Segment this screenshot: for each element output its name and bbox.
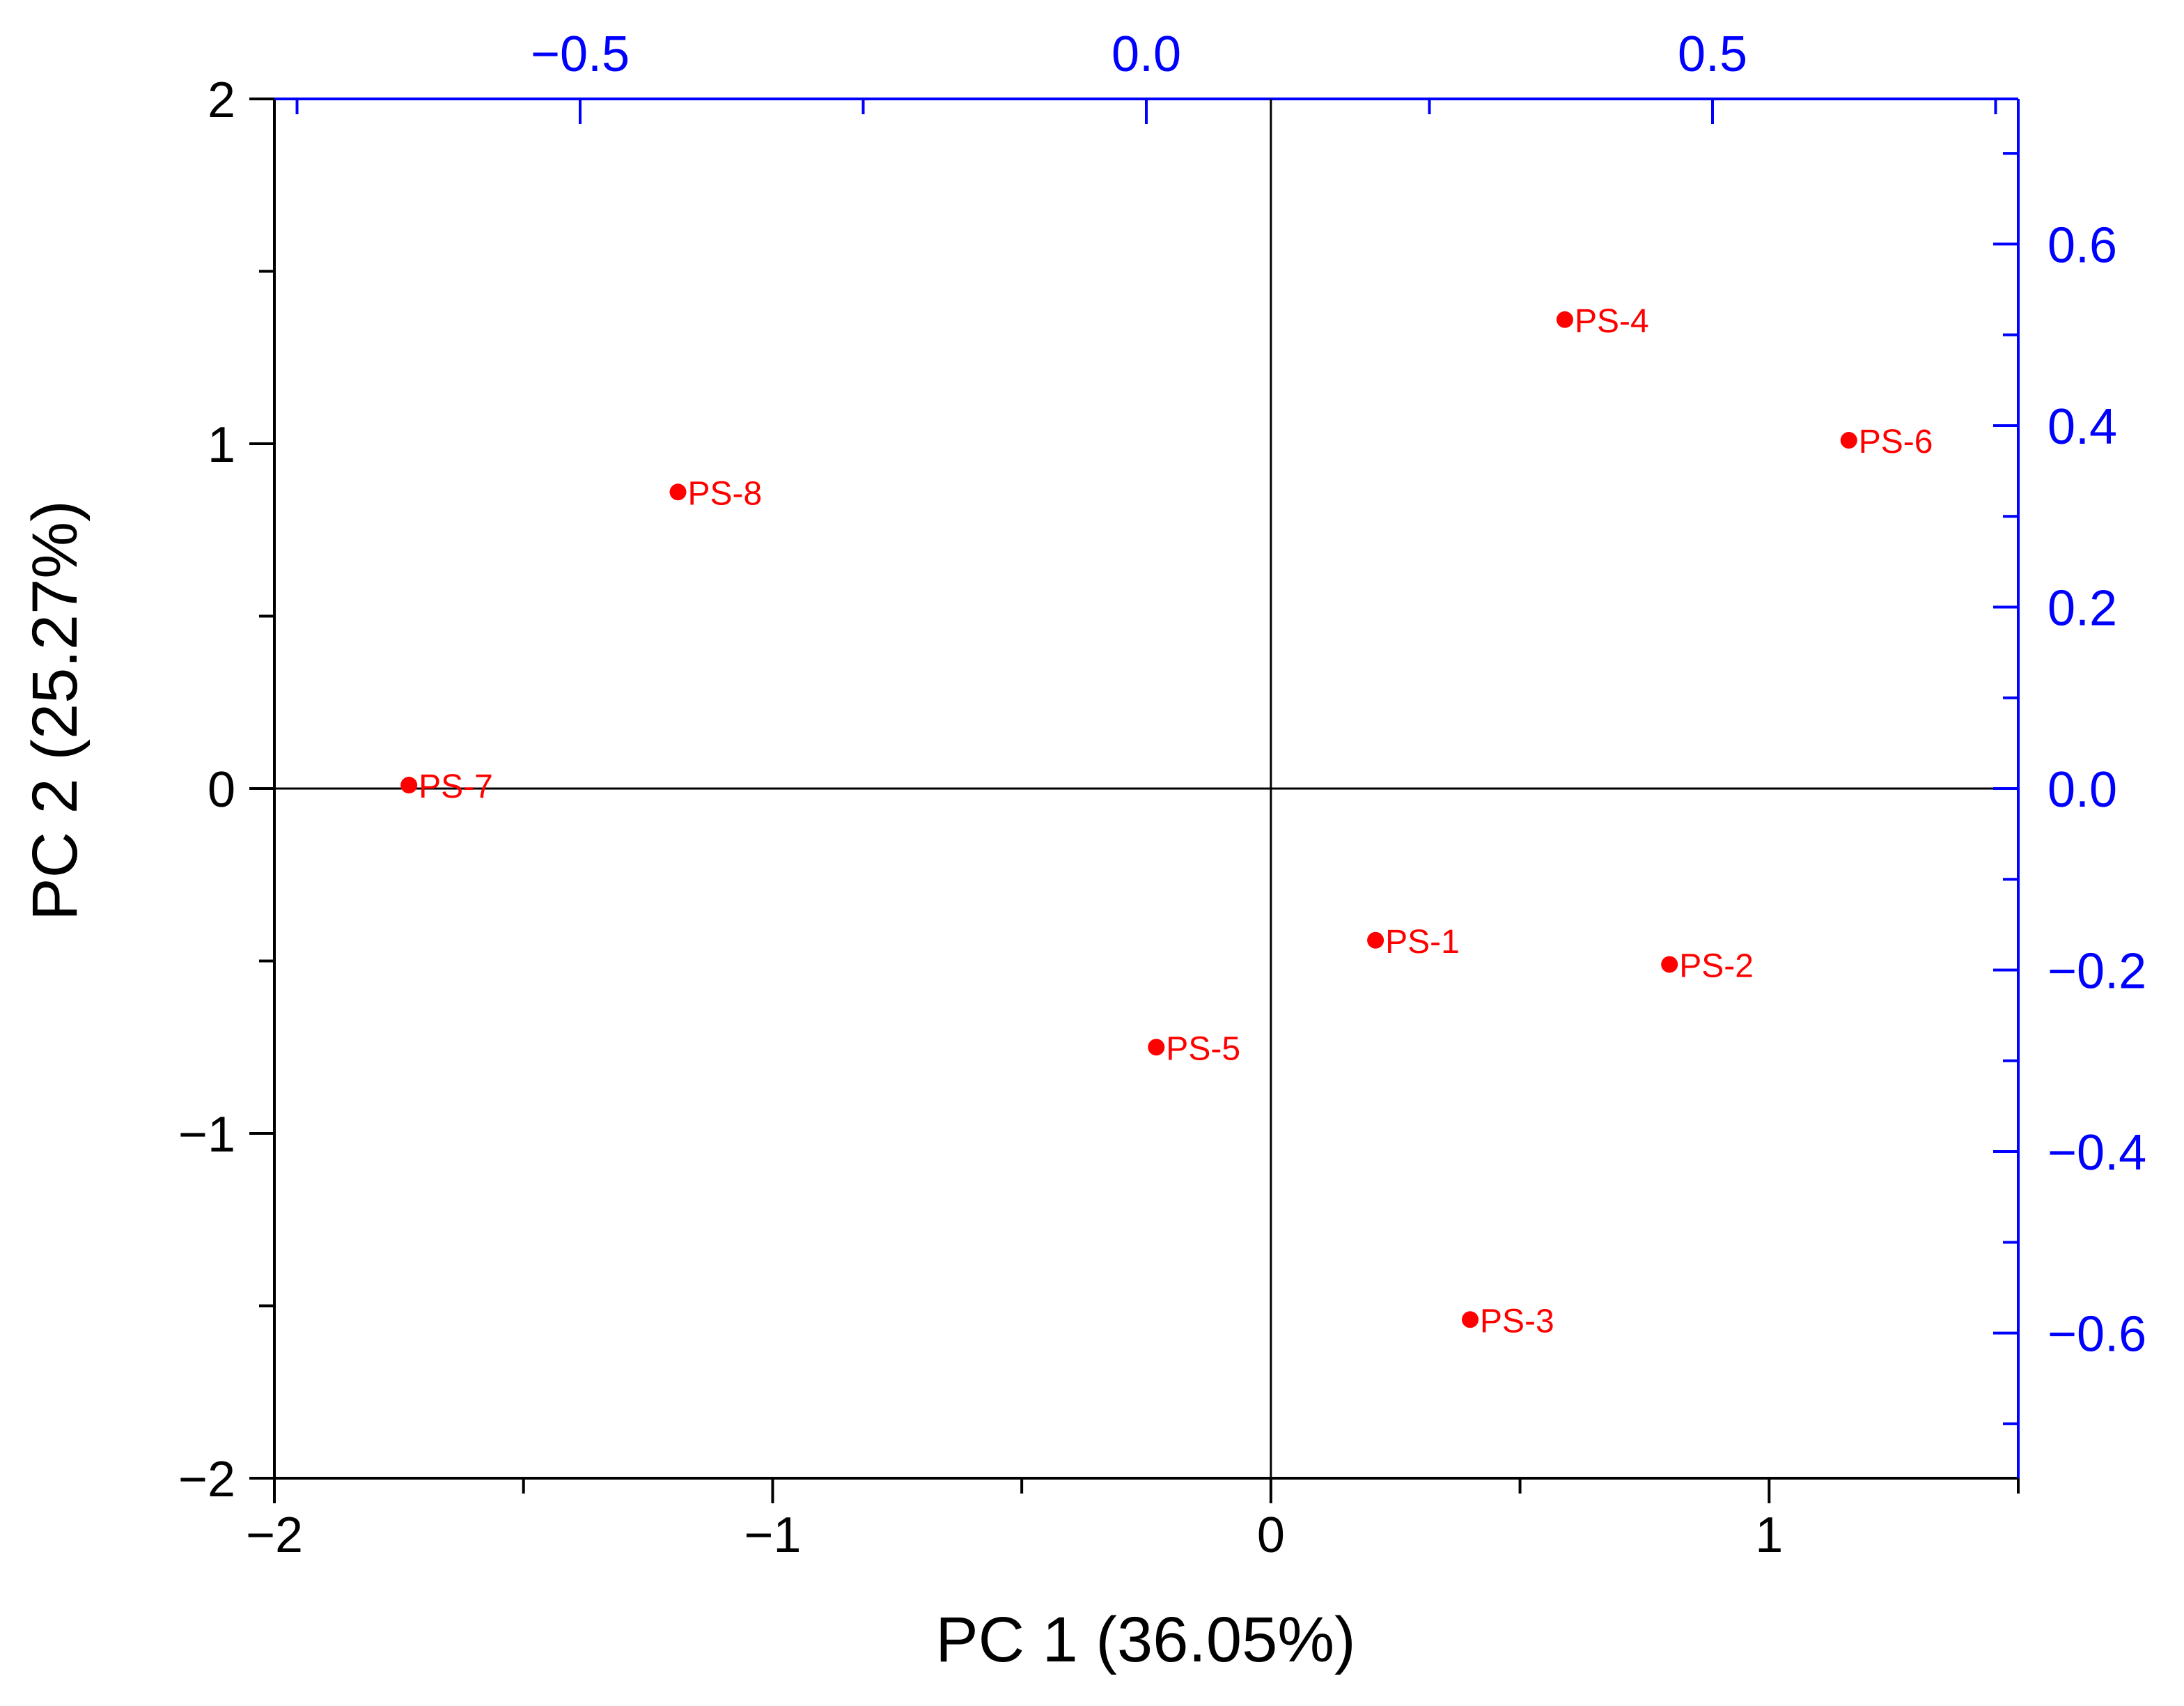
- top-tick-label: 0.0: [1112, 26, 1181, 82]
- y-tick-label: 0: [208, 762, 235, 818]
- x-tick-label: −2: [246, 1507, 303, 1563]
- x-tick-label: 0: [1257, 1507, 1285, 1563]
- data-point-label: PS-4: [1575, 303, 1649, 340]
- x-axis-title: PC 1 (36.05%): [935, 1604, 1355, 1675]
- right-tick-label: 0.2: [2048, 580, 2117, 636]
- data-point-label: PS-1: [1385, 924, 1460, 961]
- tick-labels: −2 −1 0 1 −2 −1 0 1 2 −0.5 0.0 0.5 0.6 0.4 0.2 0.0 −0.2 −…: [178, 26, 2146, 1563]
- y-tick-label: 1: [208, 417, 235, 473]
- y-tick-label: −2: [178, 1452, 235, 1507]
- top-tick-label: 0.5: [1678, 26, 1747, 82]
- data-point: [1462, 1311, 1479, 1328]
- data-point: [1367, 931, 1384, 949]
- data-point-label: PS-7: [419, 768, 493, 805]
- data-point-label: PS-5: [1166, 1030, 1240, 1067]
- data-points: PS-1 PS-2 PS-3 PS-4 PS-5 PS-6 PS-7 PS-8: [400, 303, 1933, 1340]
- data-point: [1556, 311, 1573, 328]
- data-point: [400, 777, 418, 794]
- data-point-label: PS-6: [1859, 424, 1933, 460]
- right-tick-label: 0.4: [2048, 399, 2117, 455]
- right-tick-label: 0.6: [2048, 217, 2117, 273]
- y-tick-label: −1: [178, 1107, 235, 1163]
- data-point-label: PS-3: [1480, 1303, 1554, 1340]
- data-point: [1148, 1039, 1165, 1056]
- right-tick-label: −0.6: [2048, 1307, 2146, 1363]
- data-point-label: PS-2: [1679, 947, 1754, 984]
- top-tick-label: −0.5: [531, 26, 630, 82]
- data-point-label: PS-8: [687, 475, 762, 512]
- x-tick-label: −1: [744, 1507, 801, 1563]
- y-tick-label: 2: [208, 72, 235, 128]
- data-point: [1840, 432, 1857, 449]
- right-tick-label: −0.2: [2048, 944, 2146, 1000]
- axes: [249, 98, 2020, 1503]
- right-tick-label: 0.0: [2048, 762, 2117, 818]
- right-tick-label: −0.4: [2048, 1125, 2146, 1181]
- x-tick-label: 1: [1755, 1507, 1783, 1563]
- data-point: [1661, 956, 1678, 973]
- y-axis-title: PC 2 (25.27%): [20, 500, 91, 920]
- data-point: [669, 483, 687, 501]
